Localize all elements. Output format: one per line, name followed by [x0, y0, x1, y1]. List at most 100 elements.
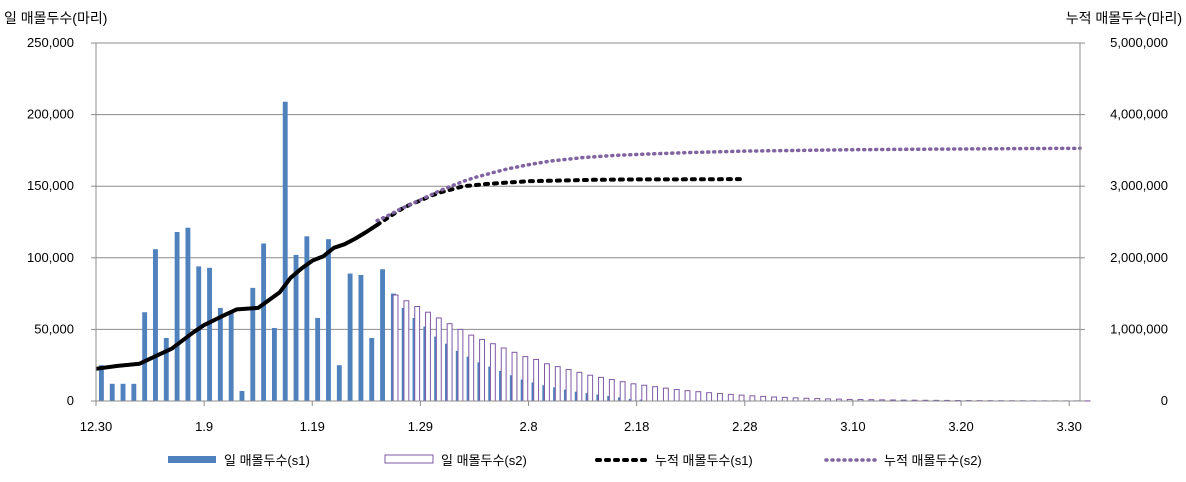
y-left-tick-label: 0 — [67, 393, 74, 408]
bar-s2 — [782, 397, 787, 401]
bar-s2 — [426, 312, 431, 401]
bar-s1 — [315, 318, 320, 401]
line-cumulative-s1 — [96, 225, 377, 369]
bar-s1 — [175, 232, 180, 401]
legend-label-s1-cum: 누적 매몰두수(s1) — [655, 453, 753, 468]
bar-s2 — [501, 348, 506, 401]
bar-s2 — [404, 301, 409, 401]
bar-s2 — [663, 388, 668, 401]
x-tick-label: 3.30 — [1057, 419, 1082, 434]
bar-s1 — [196, 266, 201, 401]
legend-swatch-s2-bar — [385, 455, 433, 463]
legend: 일 매몰두수(s1) 일 매몰두수(s2) 누적 매몰두수(s1) 누적 매몰두수(s… — [168, 453, 982, 468]
y-left-tick-label: 250,000 — [27, 35, 74, 50]
bar-s2 — [750, 396, 755, 401]
bar-s2 — [534, 359, 539, 401]
bar-s2 — [545, 364, 550, 401]
bar-s1 — [153, 249, 158, 401]
bar-s1 — [218, 308, 223, 401]
bar-s1 — [110, 384, 115, 401]
bar-s2 — [728, 394, 733, 401]
bar-s2 — [599, 377, 604, 401]
bar-s2 — [577, 372, 582, 401]
bar-s2 — [566, 369, 571, 401]
bar-s1 — [272, 328, 277, 401]
bar-s1 — [164, 338, 169, 401]
bar-s2 — [555, 367, 560, 401]
legend-label-s1-bar: 일 매몰두수(s1) — [224, 453, 310, 468]
bar-s2 — [393, 295, 398, 401]
y-left-tick-label: 100,000 — [27, 250, 74, 265]
y-right-axis-title: 누적 매몰두수(마리) — [1066, 10, 1182, 26]
bar-s1 — [326, 239, 331, 401]
x-tick-label: 2.8 — [519, 419, 537, 434]
bar-s1 — [131, 384, 136, 401]
y-left-tick-label: 50,000 — [34, 321, 74, 336]
bar-s2 — [707, 393, 712, 401]
bar-s2 — [718, 394, 723, 401]
bar-s2 — [653, 387, 658, 401]
bar-s2 — [631, 384, 636, 401]
bar-s2 — [523, 357, 528, 401]
bar-s1 — [121, 384, 126, 401]
y-left-tick-label: 200,000 — [27, 107, 74, 122]
x-tick-label: 1.19 — [300, 419, 325, 434]
bar-s2 — [609, 380, 614, 401]
x-tick-label: 2.18 — [624, 419, 649, 434]
bar-s2 — [415, 306, 420, 401]
line-cumulative-s2 — [377, 148, 1080, 220]
bar-s2 — [620, 382, 625, 401]
bars-series-s2 — [393, 295, 1090, 401]
x-tick-label: 1.29 — [408, 419, 433, 434]
legend-label-s2-cum: 누적 매몰두수(s2) — [884, 453, 982, 468]
y-right-tick-label: 2,000,000 — [1110, 250, 1168, 265]
y-left-tick-label: 150,000 — [27, 178, 74, 193]
x-tick-label: 3.20 — [948, 419, 973, 434]
y-right-tick-label: 4,000,000 — [1110, 107, 1168, 122]
bar-s1 — [358, 275, 363, 401]
bar-s2 — [696, 392, 701, 401]
bar-s1 — [380, 269, 385, 401]
x-tick-label: 2.28 — [732, 419, 757, 434]
x-tick-label: 12.30 — [80, 419, 113, 434]
x-tick-label: 1.9 — [195, 419, 213, 434]
bar-s1 — [207, 268, 212, 401]
bar-s2 — [447, 324, 452, 401]
legend-label-s2-bar: 일 매몰두수(s2) — [441, 453, 527, 468]
cumulative-lines — [96, 148, 1080, 368]
bar-s2 — [480, 339, 485, 401]
bar-s1 — [348, 274, 353, 401]
x-tick-label: 3.10 — [840, 419, 865, 434]
bar-s2 — [739, 395, 744, 401]
bar-s2 — [512, 352, 517, 401]
bar-s2 — [674, 390, 679, 401]
bar-s1 — [142, 312, 147, 401]
bar-s2 — [685, 391, 690, 401]
bar-s1 — [261, 243, 266, 401]
y-right-tick-label: 5,000,000 — [1110, 35, 1168, 50]
bar-s2 — [761, 396, 766, 401]
y-right-tick-label: 1,000,000 — [1110, 321, 1168, 336]
gridlines — [96, 43, 1080, 329]
y-right-tick-label: 0 — [1161, 393, 1168, 408]
y-left-axis-title: 일 매몰두수(마리) — [4, 10, 107, 26]
bar-s2 — [490, 344, 495, 401]
bar-s2 — [458, 329, 463, 401]
bar-s1 — [369, 338, 374, 401]
bar-s1 — [283, 102, 288, 401]
y-right-tick-label: 3,000,000 — [1110, 178, 1168, 193]
bars-series-s1 — [99, 102, 645, 401]
bar-s1 — [240, 391, 245, 401]
bar-s1 — [337, 365, 342, 401]
bar-s1 — [250, 288, 255, 401]
bar-s2 — [588, 375, 593, 401]
legend-swatch-s1-bar — [168, 456, 216, 463]
bar-s1 — [185, 228, 190, 401]
bar-s2 — [469, 335, 474, 401]
bar-s1 — [229, 312, 234, 401]
bar-s2 — [642, 385, 647, 401]
bar-s1 — [99, 365, 104, 401]
bar-s2 — [772, 397, 777, 401]
